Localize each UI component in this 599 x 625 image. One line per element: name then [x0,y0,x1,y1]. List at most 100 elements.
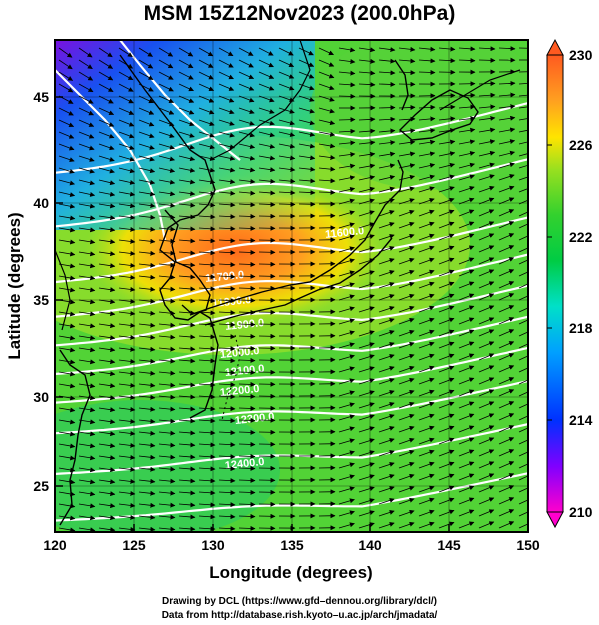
wind-arrow [498,449,515,457]
y-tick-label: 25 [33,478,49,494]
colorbar [546,38,564,529]
wind-arrow [118,514,136,520]
wind-arrow [238,489,256,495]
wind-arrow [218,370,236,376]
wind-arrow [218,310,236,316]
wind-arrow [438,186,455,193]
wind-arrow [58,347,76,353]
wind-arrow [218,167,236,173]
wind-arrow [218,226,236,232]
wind-arrow [158,466,176,472]
wind-arrow [158,526,176,532]
wind-arrow [238,513,256,519]
wind-arrow [378,105,396,111]
wind-vectors [58,46,528,532]
wind-arrow [358,354,375,361]
wind-arrow [338,222,355,229]
wind-arrow [338,93,356,99]
height-contour-line [55,346,528,404]
wind-arrow [158,155,175,162]
wind-arrow [478,341,495,349]
wind-arrow [118,131,135,139]
wind-arrow [178,286,196,292]
wind-arrow [138,143,155,150]
wind-arrow [158,59,174,69]
wind-arrow [398,329,415,337]
wind-arrow [378,426,395,433]
wind-arrow [138,466,156,472]
wind-arrow [498,365,515,373]
wind-arrow [218,202,236,208]
wind-arrow [158,430,176,436]
wind-arrow [378,116,396,122]
wind-arrow [418,116,436,122]
wind-arrow [458,389,475,397]
wind-arrow [238,417,256,423]
wind-arrow [218,382,236,388]
wind-arrow [78,371,96,377]
wind-arrow [478,245,495,253]
wind-arrow [178,274,196,280]
wind-arrow [138,59,154,69]
wind-arrow [78,347,96,353]
wind-arrow [398,70,416,76]
wind-arrow [378,390,395,397]
wind-arrow [478,485,495,493]
wind-arrow [378,438,395,445]
wind-arrow [398,485,415,493]
wind-arrow [438,269,455,277]
wind-arrow [138,107,155,115]
wind-arrow [98,47,113,58]
colorbar-label: 222 [569,229,593,245]
wind-arrow [218,238,236,244]
wind-arrow [378,246,395,253]
wind-arrow [218,406,236,412]
wind-arrow [78,179,95,186]
wind-arrow [518,259,528,265]
wind-arrow [218,143,235,150]
wind-arrow [338,390,355,397]
wind-arrow [178,358,196,364]
wind-arrow [518,355,528,361]
wind-arrow [178,334,196,340]
wind-arrow [498,485,515,493]
wind-arrow [498,497,515,505]
wind-arrow [478,437,495,445]
wind-arrow [418,128,436,134]
wind-arrow [98,371,116,377]
wind-arrow [338,318,355,325]
wind-arrow [78,479,96,485]
wind-arrow [518,176,528,181]
wind-arrow [418,221,435,229]
wind-arrow [498,377,515,385]
wind-arrow [238,381,256,387]
wind-arrow [98,431,116,437]
wind-arrow [58,455,76,461]
wind-arrow [258,131,275,138]
wind-arrow [358,330,375,337]
wind-arrow [158,226,176,232]
wind-arrow [358,438,375,445]
wind-arrow [458,58,476,64]
wind-arrow [238,119,255,126]
wind-arrow [178,262,196,268]
wind-arrow [198,274,216,280]
wind-arrow [498,425,515,433]
wind-arrow [398,186,415,193]
wind-arrow [398,341,415,349]
wind-arrow [158,238,176,244]
wind-arrow [438,174,455,181]
wind-arrow [198,155,216,161]
wind-arrow [98,143,115,151]
wind-arrow [178,71,194,80]
wind-arrow [378,282,395,289]
wind-arrow [78,167,95,174]
wind-arrow [258,202,276,208]
wind-arrow [98,467,116,473]
wind-arrow [158,83,174,92]
wind-arrow [158,442,176,448]
wind-arrow [478,139,496,145]
wind-arrow [98,275,116,281]
wind-arrow [398,425,415,433]
wind-arrow [418,293,435,301]
